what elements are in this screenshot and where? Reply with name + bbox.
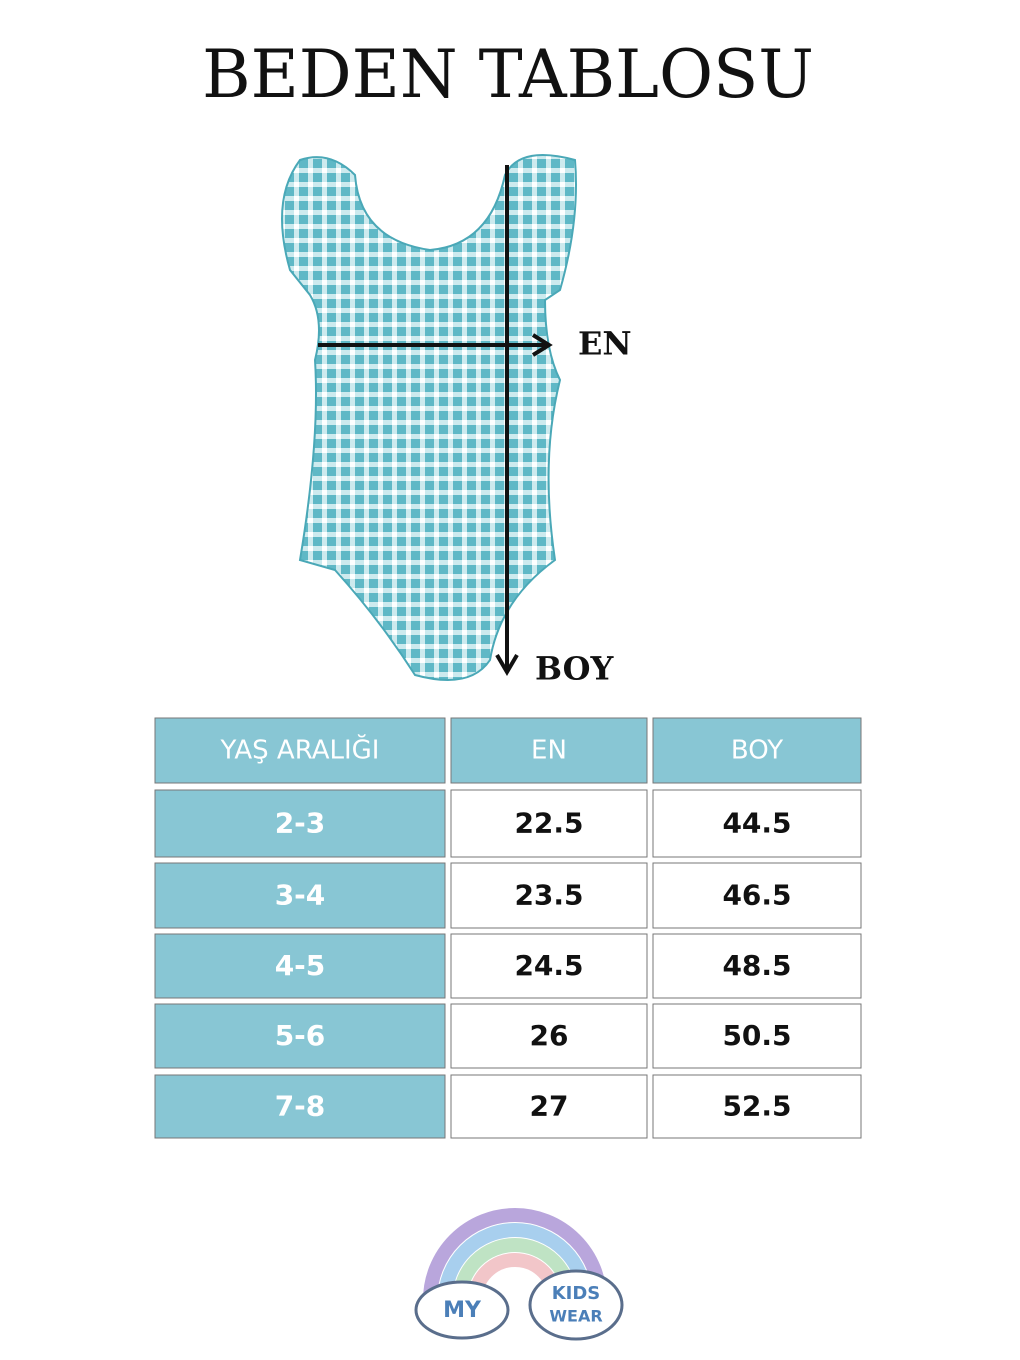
age-cell bbox=[154, 933, 446, 999]
value-cell bbox=[450, 862, 648, 929]
logo-text: WEAR bbox=[549, 1307, 602, 1326]
width-label: EN bbox=[578, 325, 632, 363]
logo-text: KIDS bbox=[552, 1283, 601, 1304]
value-cell bbox=[450, 1003, 648, 1069]
length-label: BOY bbox=[535, 650, 615, 688]
header-text: EN bbox=[531, 736, 567, 766]
value-text: 26 bbox=[530, 1019, 569, 1052]
age-text: 4-5 bbox=[275, 949, 326, 982]
age-cell bbox=[154, 1003, 446, 1069]
age-text: 5-6 bbox=[275, 1019, 326, 1052]
value-cell bbox=[652, 862, 862, 929]
value-cell bbox=[652, 1003, 862, 1069]
value-cell bbox=[652, 789, 862, 858]
age-text: 3-4 bbox=[275, 879, 326, 912]
age-text: 2-3 bbox=[275, 807, 326, 840]
value-cell bbox=[450, 789, 648, 858]
value-cell bbox=[652, 933, 862, 999]
value-text: 46.5 bbox=[722, 879, 791, 912]
swimsuit-illustration bbox=[281, 154, 577, 681]
value-text: 50.5 bbox=[722, 1019, 791, 1052]
measure-arrows bbox=[318, 165, 553, 676]
value-text: 44.5 bbox=[722, 807, 791, 840]
value-cell bbox=[450, 933, 648, 999]
age-cell bbox=[154, 789, 446, 858]
title: BEDEN TABLOSU bbox=[202, 36, 814, 113]
header-cell bbox=[652, 717, 862, 784]
header-text: YAŞ ARALIĞI bbox=[220, 734, 380, 766]
header-cell bbox=[450, 717, 648, 784]
value-text: 22.5 bbox=[514, 807, 583, 840]
value-text: 48.5 bbox=[722, 949, 791, 982]
header-text: BOY bbox=[731, 736, 783, 766]
value-text: 23.5 bbox=[514, 879, 583, 912]
value-text: 27 bbox=[530, 1090, 569, 1123]
logo-text: MY bbox=[443, 1298, 482, 1323]
logo bbox=[414, 1208, 624, 1341]
value-text: 24.5 bbox=[514, 949, 583, 982]
header-cell bbox=[154, 717, 446, 784]
age-cell bbox=[154, 1074, 446, 1139]
value-cell bbox=[450, 1074, 648, 1139]
size-table: YAŞ ARALIĞI EN BOY 2-3 22.5 44.5 3-4 23.5 46.5 4-… bbox=[154, 717, 862, 1139]
age-cell bbox=[154, 862, 446, 929]
value-text: 52.5 bbox=[722, 1090, 791, 1123]
age-text: 7-8 bbox=[275, 1090, 326, 1123]
value-cell bbox=[652, 1074, 862, 1139]
